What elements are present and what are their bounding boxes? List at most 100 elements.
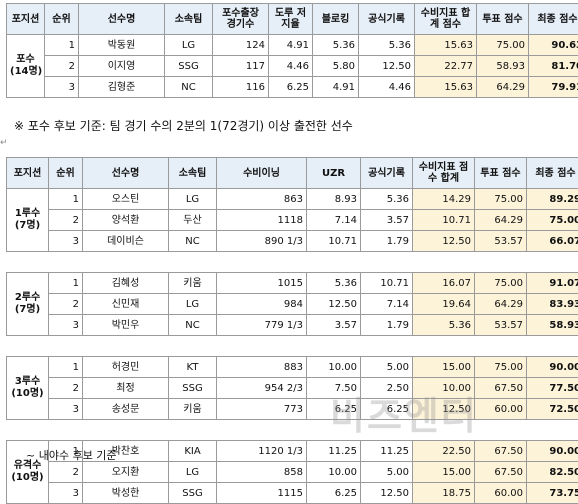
header-official: 공식기록 — [361, 158, 413, 189]
vote-score-cell: 67.50 — [475, 378, 527, 399]
official-record-cell: 11.25 — [361, 441, 413, 462]
team-cell: KT — [169, 357, 217, 378]
player-name-cell: 박성한 — [83, 483, 169, 504]
header-position: 포지션 — [7, 4, 45, 35]
final-score-cell: 58.93 — [527, 315, 578, 336]
vote-score-cell: 75.00 — [475, 189, 527, 210]
defense-score-cell: 15.00 — [413, 462, 475, 483]
team-cell: LG — [169, 294, 217, 315]
defense-score-cell: 12.50 — [413, 231, 475, 252]
header-def-score: 수비지표 합계 점수 — [415, 4, 477, 35]
rank-cell: 2 — [49, 210, 83, 231]
catcher-header-row: 포지션 순위 선수명 소속팀 포수출장 경기수 도루 저지율 블로킹 공식기록 … — [7, 4, 578, 35]
player-name-cell: 오지환 — [83, 462, 169, 483]
infield-header-row: 포지션 순위 선수명 소속팀 수비이닝 UZR 공식기록 수비지표 점수 합계 … — [7, 158, 578, 189]
final-score-cell: 90.63 — [529, 35, 578, 56]
vote-score-cell: 58.93 — [477, 56, 529, 77]
vote-score-cell: 75.00 — [475, 357, 527, 378]
defense-score-cell: 22.77 — [415, 56, 477, 77]
header-def-score: 수비지표 점수 합계 — [413, 158, 475, 189]
position-count: (10명) — [11, 388, 43, 399]
rank-cell: 3 — [49, 231, 83, 252]
final-score-cell: 66.07 — [527, 231, 578, 252]
innings-cell: 984 — [217, 294, 307, 315]
final-score-cell: 82.50 — [527, 462, 578, 483]
vote-score-cell: 67.50 — [475, 462, 527, 483]
official-record-cell: 10.71 — [361, 273, 413, 294]
uzr-cell: 10.00 — [307, 462, 361, 483]
official-record-cell: 12.50 — [359, 56, 415, 77]
position-label: 2루수 — [15, 292, 40, 303]
player-name-cell: 송성문 — [83, 399, 169, 420]
uzr-cell: 3.57 — [307, 315, 361, 336]
innings-cell: 863 — [217, 189, 307, 210]
team-cell: LG — [169, 189, 217, 210]
blocking-cell: 4.91 — [313, 77, 359, 98]
header-name: 선수명 — [79, 4, 165, 35]
team-cell: LG — [169, 462, 217, 483]
games-cell: 116 — [213, 77, 269, 98]
defense-score-cell: 18.75 — [413, 483, 475, 504]
vote-score-cell: 64.29 — [477, 77, 529, 98]
official-record-cell: 5.00 — [361, 462, 413, 483]
position-cell: 1루수(7명) — [7, 189, 49, 252]
official-record-cell: 1.79 — [361, 315, 413, 336]
official-record-cell: 1.79 — [361, 231, 413, 252]
final-score-cell: 79.91 — [529, 77, 578, 98]
steal-rate-cell: 6.25 — [269, 77, 313, 98]
defense-score-cell: 5.36 — [413, 315, 475, 336]
vote-score-cell: 53.57 — [475, 231, 527, 252]
innings-cell: 890 1/3 — [217, 231, 307, 252]
watermark-logo: 비즈엔터 — [330, 385, 478, 440]
group-separator — [7, 420, 578, 441]
rank-cell: 1 — [49, 357, 83, 378]
position-count: (7명) — [15, 304, 40, 315]
team-cell: SSG — [169, 378, 217, 399]
rank-cell: 2 — [49, 294, 83, 315]
team-cell: SSG — [165, 56, 213, 77]
infield-criteria-note: ~ 내야수 후보 기준 — [26, 447, 117, 463]
rank-cell: 1 — [49, 189, 83, 210]
final-score-cell: 90.00 — [527, 441, 578, 462]
final-score-cell: 91.07 — [527, 273, 578, 294]
team-cell: KIA — [169, 441, 217, 462]
uzr-cell: 10.71 — [307, 231, 361, 252]
innings-cell: 773 — [217, 399, 307, 420]
rank-cell: 3 — [49, 483, 83, 504]
official-record-cell: 12.50 — [361, 483, 413, 504]
official-record-cell: 4.46 — [359, 77, 415, 98]
uzr-cell: 7.14 — [307, 210, 361, 231]
header-team: 소속팀 — [169, 158, 217, 189]
header-name: 선수명 — [83, 158, 169, 189]
final-score-cell: 89.29 — [527, 189, 578, 210]
vote-score-cell: 60.00 — [475, 399, 527, 420]
innings-cell: 1015 — [217, 273, 307, 294]
rank-cell: 1 — [49, 273, 83, 294]
uzr-cell: 10.00 — [307, 357, 361, 378]
position-cell: 포수(14명) — [7, 35, 45, 98]
team-cell: 두산 — [169, 210, 217, 231]
separator-cell — [7, 336, 578, 357]
innings-cell: 954 2/3 — [217, 378, 307, 399]
official-record-cell: 5.36 — [361, 189, 413, 210]
rank-cell: 3 — [49, 399, 83, 420]
player-name-cell: 신민재 — [83, 294, 169, 315]
vote-score-cell: 64.29 — [475, 210, 527, 231]
position-cell: 2루수(7명) — [7, 273, 49, 336]
uzr-cell: 12.50 — [307, 294, 361, 315]
catcher-criteria-note: ※ 포수 후보 기준: 팀 경기 수의 2분의 1(72경기) 이상 출전한 선… — [14, 117, 353, 134]
final-score-cell: 77.50 — [527, 378, 578, 399]
position-label: 1루수 — [15, 208, 40, 219]
innings-cell: 1118 — [217, 210, 307, 231]
innings-cell: 779 1/3 — [217, 315, 307, 336]
innings-cell: 883 — [217, 357, 307, 378]
player-name-cell: 박동원 — [79, 35, 165, 56]
vote-score-cell: 53.57 — [475, 315, 527, 336]
header-steal: 도루 저지율 — [269, 4, 313, 35]
